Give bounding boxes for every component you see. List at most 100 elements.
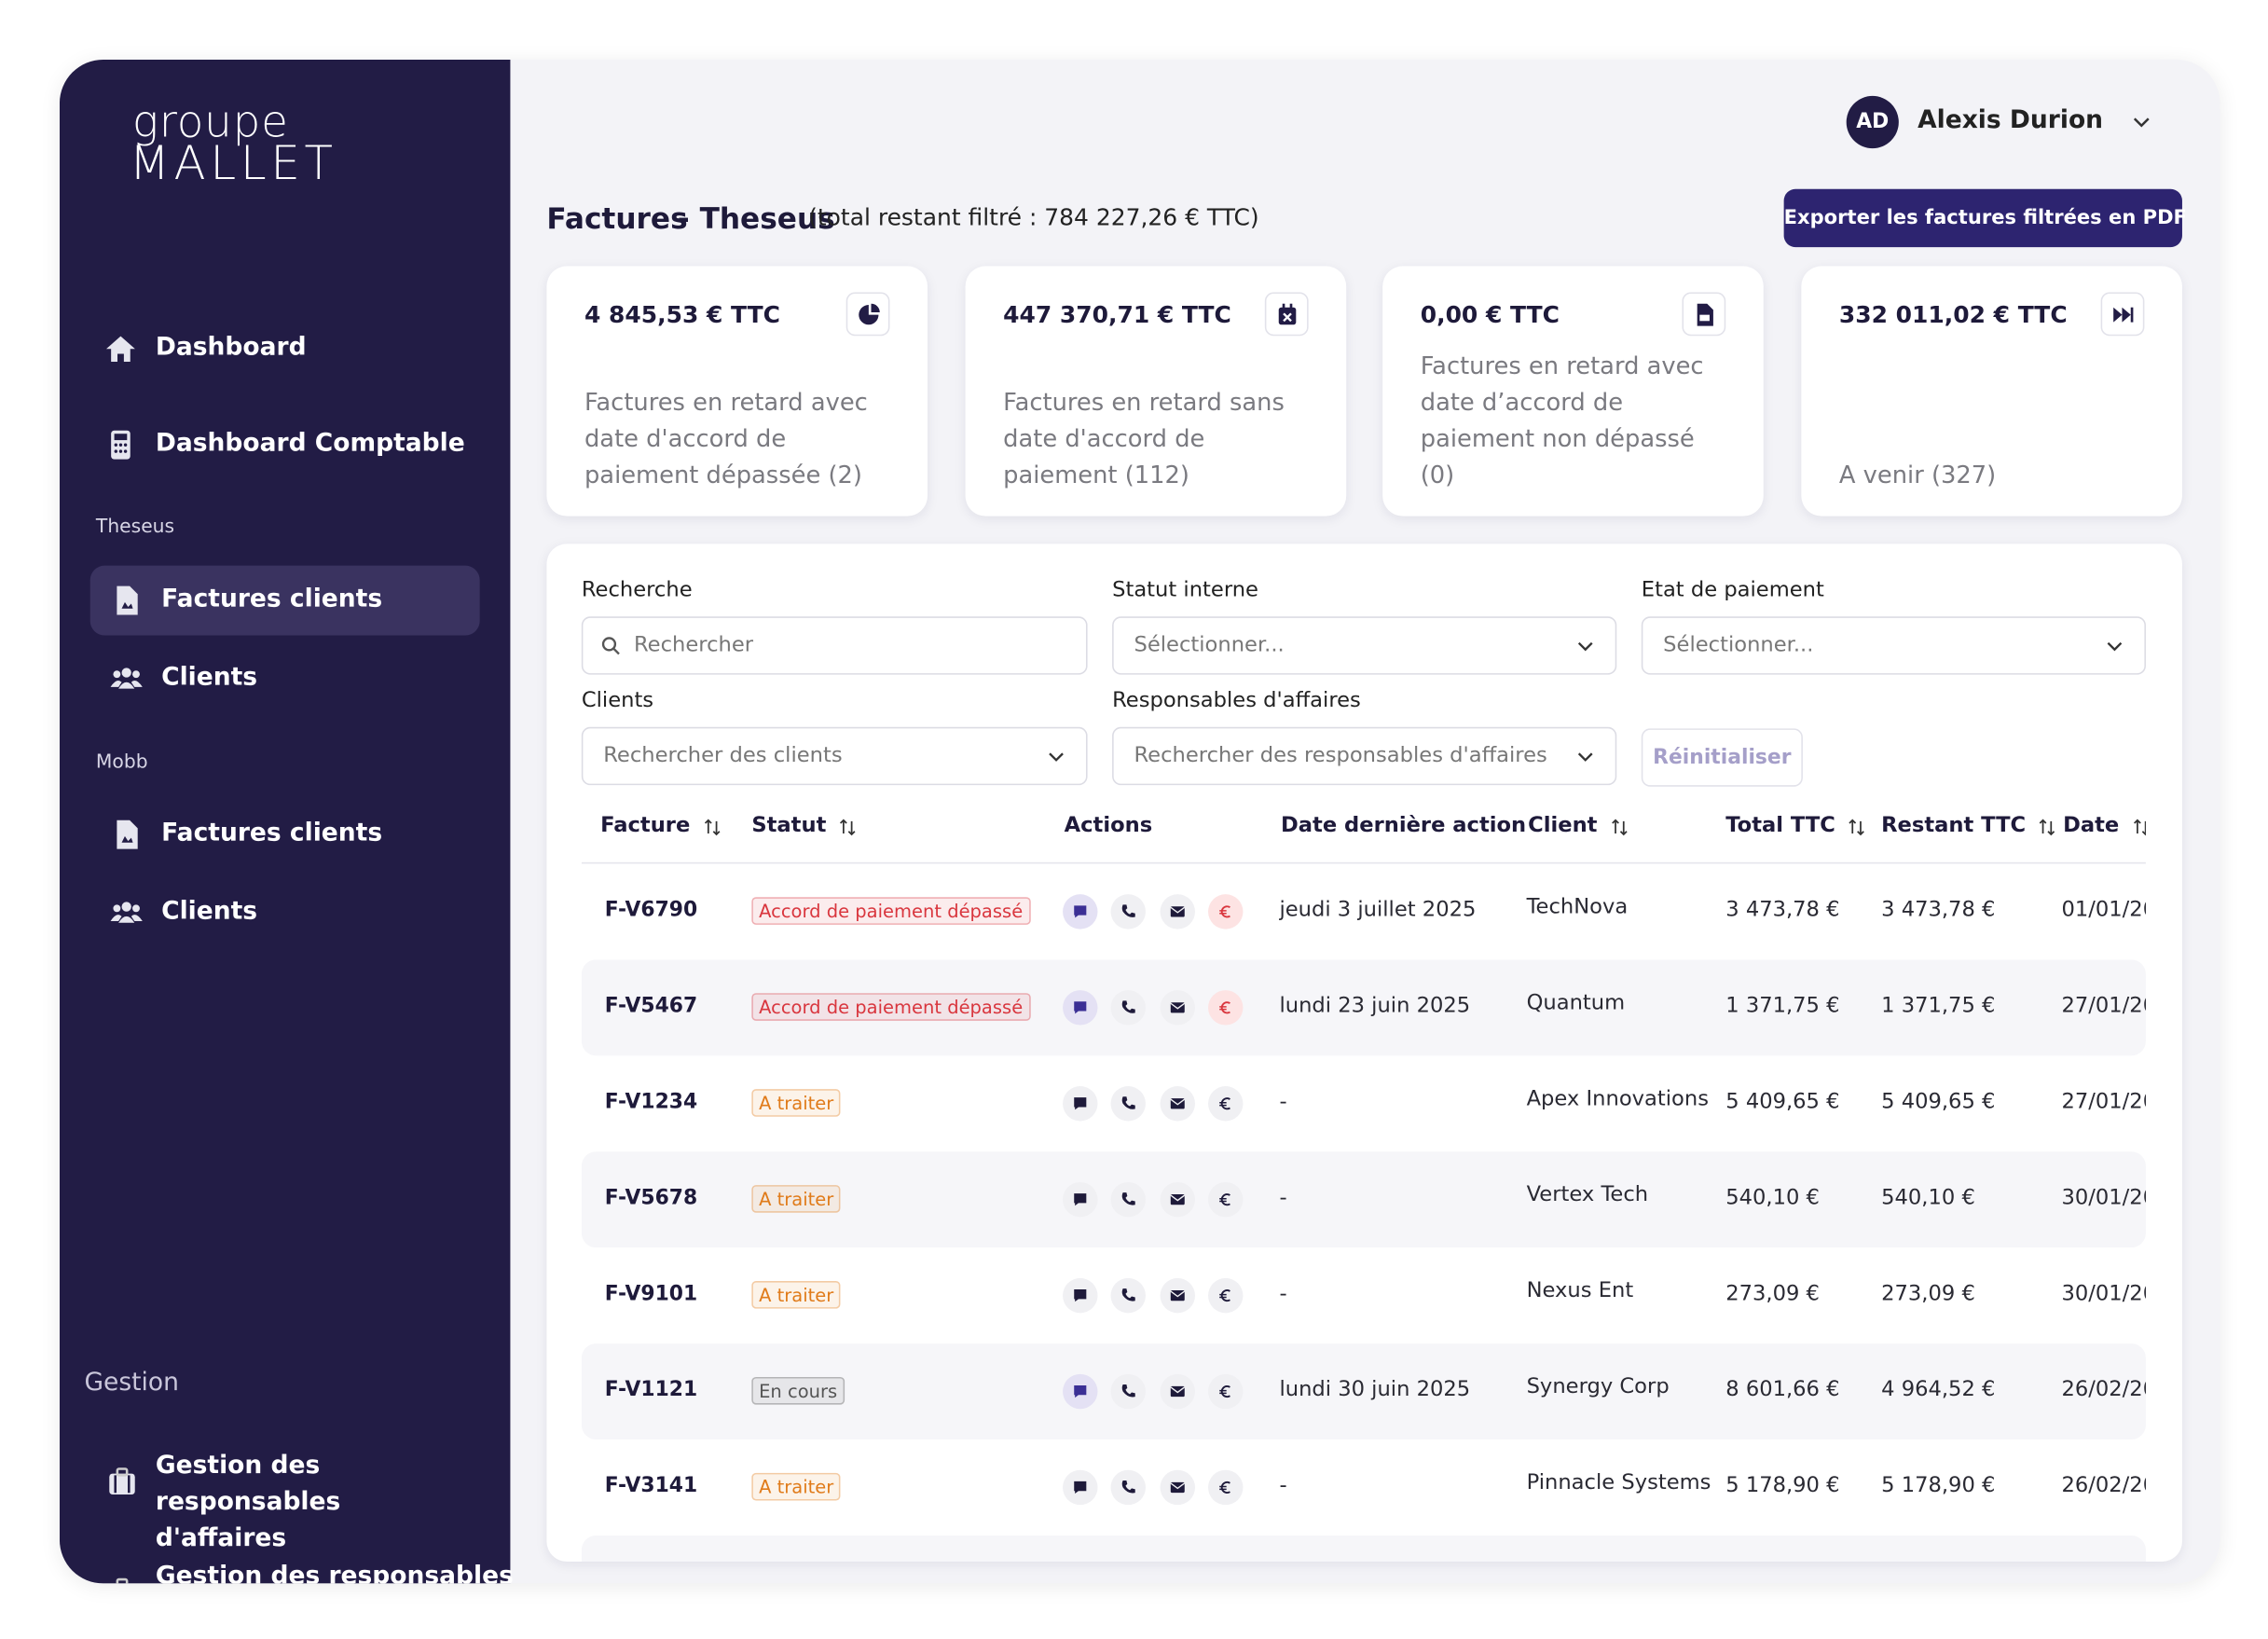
- table-row[interactable]: F-V1121 En cours lundi 30 juin 2025 Synergy…: [581, 1343, 2146, 1440]
- cell: 1 371,75 €: [1881, 994, 1996, 1018]
- cell: Synergy Corp: [1526, 1375, 1670, 1399]
- filter-input[interactable]: Rechercher: [581, 616, 1088, 675]
- cell: jeudi 3 juillet 2025: [1279, 898, 1477, 922]
- action-button[interactable]: [1208, 894, 1244, 930]
- cell: Quantum: [1526, 991, 1626, 1015]
- action-button[interactable]: [1160, 1469, 1195, 1506]
- status-badge: A traiter: [751, 1472, 842, 1501]
- nav-icon: [116, 1577, 129, 1584]
- action-button[interactable]: [1063, 1469, 1098, 1506]
- action-button[interactable]: [1160, 1277, 1195, 1314]
- action-button[interactable]: [1208, 1086, 1244, 1122]
- action-button[interactable]: [1110, 1277, 1146, 1314]
- column-header[interactable]: Restant TTC: [1881, 814, 2027, 838]
- placeholder: Rechercher des clients: [603, 744, 843, 768]
- section-title: Gestion: [84, 1368, 179, 1398]
- action-button[interactable]: [1160, 894, 1195, 930]
- table-row[interactable]: F-V5678 A traiter - Vertex Tech 540,10 € 540,…: [581, 1151, 2146, 1248]
- cell: 8 601,66 €: [1725, 1378, 1840, 1402]
- filter-label: Recherche: [581, 578, 693, 602]
- action-button[interactable]: [1110, 1373, 1146, 1410]
- action-button[interactable]: [1063, 1277, 1098, 1314]
- action-button[interactable]: [1160, 1181, 1195, 1218]
- action-button[interactable]: [1063, 1373, 1098, 1410]
- action-button[interactable]: [1110, 990, 1146, 1026]
- action-button[interactable]: [1063, 894, 1098, 930]
- avatar: AD: [1846, 95, 1899, 149]
- table-row[interactable]: F-V6790 Accord de paiement dépassé jeudi 3…: [582, 863, 2146, 959]
- action-button[interactable]: [1208, 1469, 1244, 1506]
- sort-icon: [1849, 819, 1865, 836]
- table-row[interactable]: F-V5161A traiter-Infinity Labs399,92 €39…: [581, 1535, 2146, 1563]
- action-button[interactable]: [1110, 1086, 1146, 1122]
- action-button[interactable]: [1160, 1086, 1195, 1122]
- action-button[interactable]: [1208, 1181, 1244, 1218]
- cell: TechNova: [1526, 895, 1629, 919]
- table-row[interactable]: F-V9101 A traiter - Nexus Ent 273,09 € 273,09…: [582, 1247, 2146, 1343]
- cell: lundi 30 juin 2025: [1279, 1378, 1471, 1402]
- kpi-label: Factures en retard avec date d'accord de…: [584, 388, 868, 489]
- kpi-icon-box: [1264, 292, 1309, 337]
- action-button[interactable]: [1110, 1469, 1146, 1506]
- cell: -: [1279, 1186, 1287, 1210]
- table-row[interactable]: F-V5467 Accord de paiement dépassé lundi 2…: [581, 959, 2146, 1056]
- action-icon: [1074, 1384, 1087, 1398]
- cell: 3 473,78 €: [1725, 898, 1840, 922]
- column-header[interactable]: Client: [1528, 814, 1598, 838]
- action-button[interactable]: [1110, 1181, 1146, 1218]
- nav-item[interactable]: Clients: [161, 663, 258, 693]
- table-row[interactable]: F-V3141 A traiter - Pinnacle Systems 5 178,9…: [582, 1439, 2146, 1536]
- column-header[interactable]: Statut: [751, 814, 827, 838]
- kpi-card: 4 845,53 € TTC Factures en retard avec da…: [546, 266, 928, 516]
- reset-button[interactable]: Réinitialiser: [1641, 728, 1803, 787]
- cell: 273,09 €: [1881, 1282, 1975, 1306]
- cell: 26/02/20: [2061, 1474, 2146, 1498]
- nav-item[interactable]: Gestion des responsables d'affaires: [155, 1451, 341, 1553]
- action-button[interactable]: [1160, 990, 1195, 1026]
- kpi-label: Factures en retard avec date d’accord de…: [1420, 351, 1704, 489]
- cell: 5 178,90 €: [1881, 1474, 1996, 1498]
- column-header[interactable]: Date: [2063, 814, 2120, 838]
- action-button[interactable]: [1208, 1373, 1244, 1410]
- table-row[interactable]: F-V1234 A traiter - Apex Innovations 5 409,6…: [582, 1055, 2146, 1151]
- action-button[interactable]: [1110, 894, 1146, 930]
- user-name[interactable]: Alexis Durion: [1917, 105, 2104, 136]
- filter-input[interactable]: Rechercher des responsables d'affaires: [1112, 726, 1617, 786]
- filter-table-panel: Recherche Rechercher Statut interne Sélecti…: [546, 544, 2182, 1563]
- sort-icon: [704, 819, 720, 836]
- filter-input[interactable]: Sélectionner...: [1641, 616, 2146, 675]
- nav-item[interactable]: Dashboard: [155, 333, 307, 363]
- action-button[interactable]: [1063, 1086, 1098, 1122]
- action-icon: [1121, 1000, 1135, 1013]
- nav-item[interactable]: Dashboard Comptable: [155, 429, 465, 459]
- table: Facture Statut Actions Date dernière action…: [581, 797, 2146, 1563]
- action-button[interactable]: [1160, 1373, 1195, 1410]
- action-icon: [1219, 905, 1230, 918]
- action-icon: [1219, 1289, 1230, 1302]
- nav-item[interactable]: Clients: [161, 897, 258, 927]
- action-button[interactable]: [1208, 990, 1244, 1026]
- action-button[interactable]: [1063, 990, 1098, 1026]
- cell: -: [1279, 1474, 1287, 1498]
- export-button[interactable]: Exporter les factures filtrées en PDF: [1783, 188, 2187, 248]
- nav-item[interactable]: Gestion des responsables: [155, 1562, 514, 1584]
- action-icon: [1074, 1193, 1087, 1206]
- action-icon: [1219, 1193, 1230, 1206]
- nav-icon: [110, 668, 143, 689]
- cell: 1 371,75 €: [1725, 994, 1840, 1018]
- status-badge: Accord de paiement dépassé: [751, 897, 1031, 925]
- sort-icon: [1611, 819, 1628, 836]
- column-header[interactable]: Total TTC: [1725, 814, 1835, 838]
- filter-input[interactable]: Rechercher des clients: [581, 726, 1088, 786]
- nav-item[interactable]: Factures clients: [161, 819, 383, 848]
- nav-item[interactable]: Factures clients: [161, 584, 383, 614]
- column-header[interactable]: Facture: [600, 814, 691, 838]
- action-button[interactable]: [1063, 1181, 1098, 1218]
- logo-top: groupe: [131, 97, 289, 149]
- filter-input[interactable]: Sélectionner...: [1112, 616, 1617, 675]
- action-button[interactable]: [1208, 1277, 1244, 1314]
- placeholder: Rechercher des responsables d'affaires: [1134, 744, 1547, 768]
- nav-icon: [109, 1467, 135, 1494]
- nav-icon: [110, 902, 143, 923]
